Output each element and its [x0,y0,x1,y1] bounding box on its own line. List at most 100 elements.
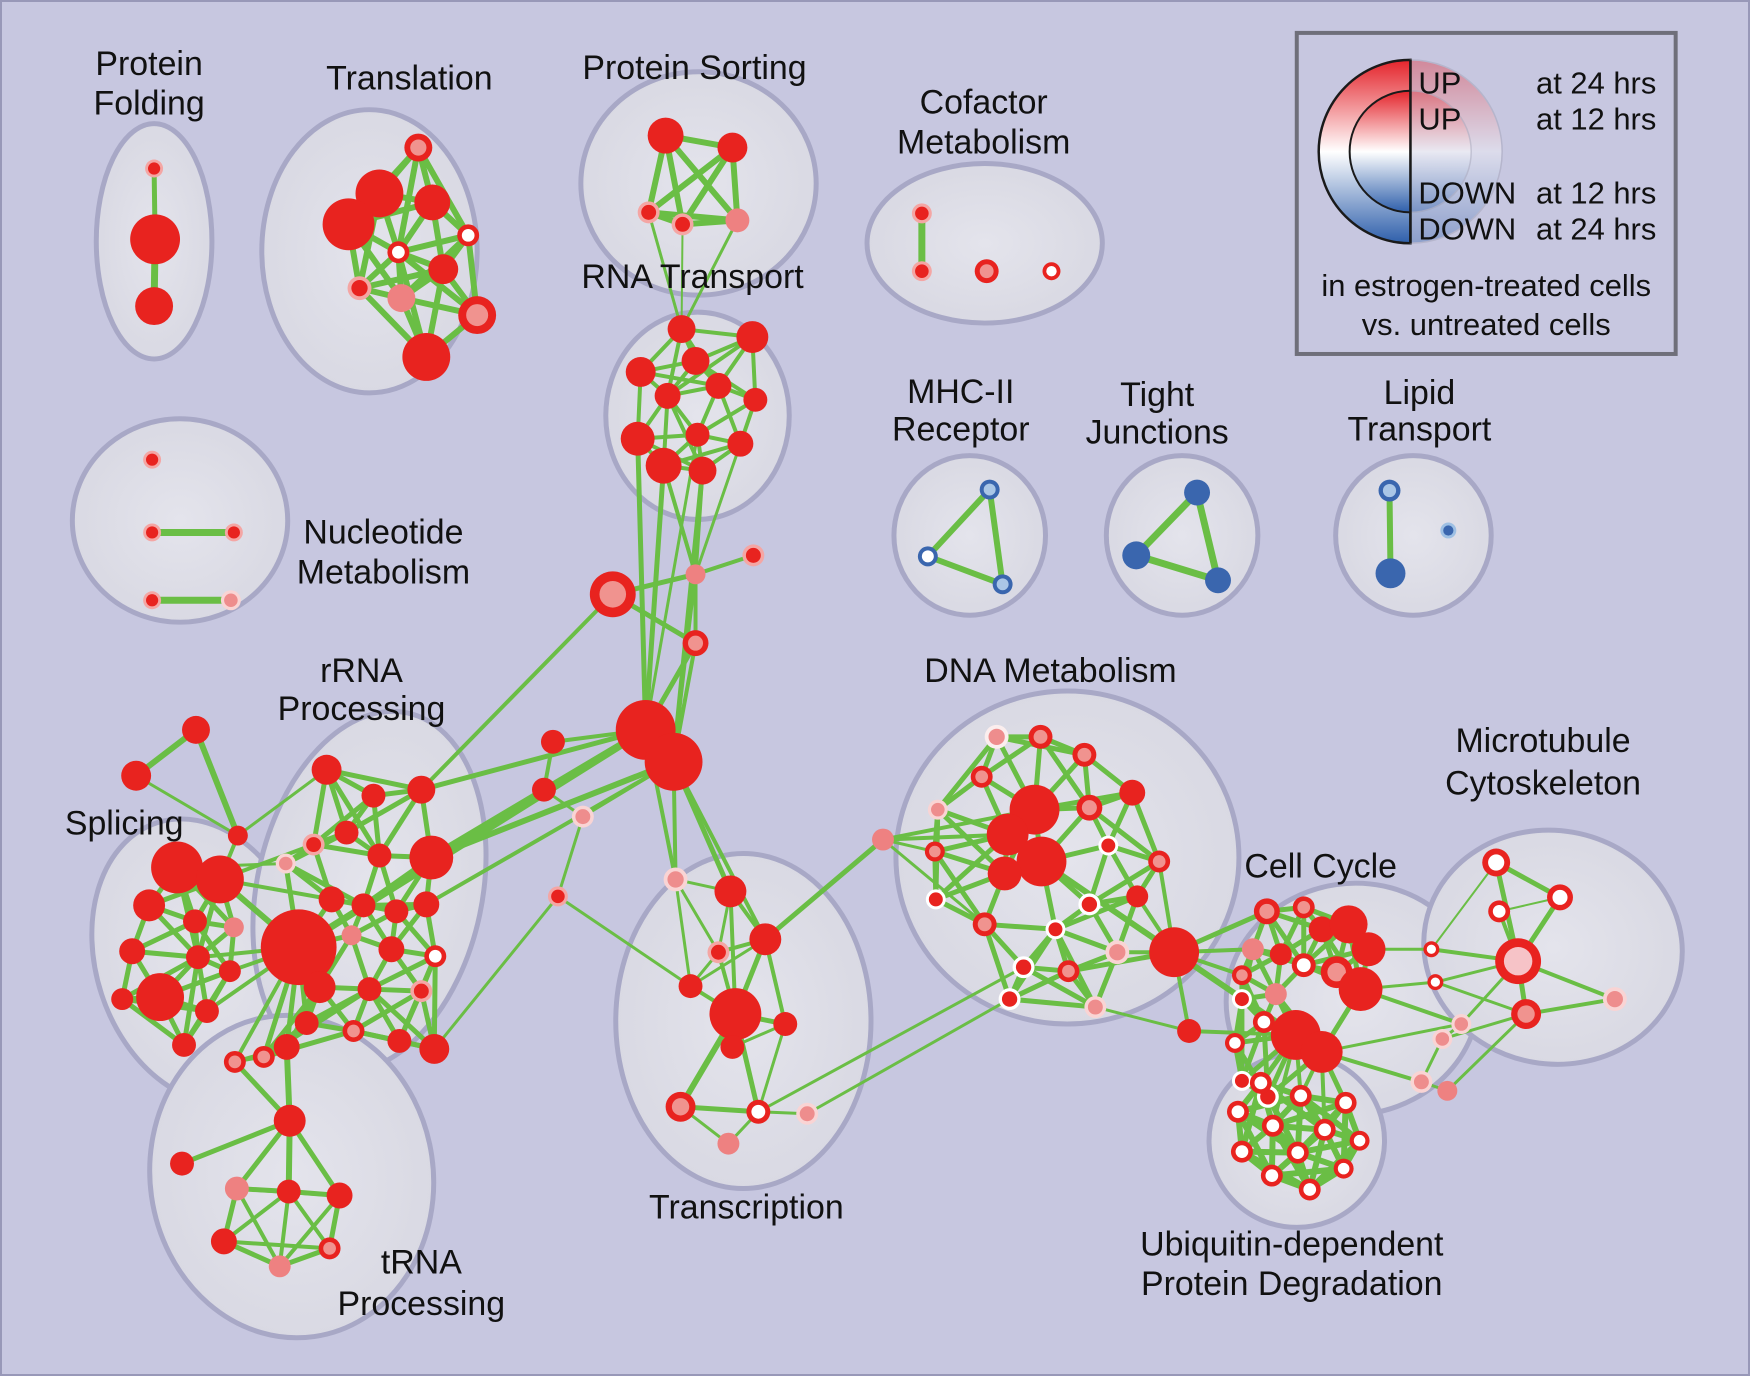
gene-node-core-red [357,977,382,1002]
edge-tj [1132,489,1201,559]
edge-tn [277,1193,342,1269]
gene-node-core-blue-dot [1443,525,1454,536]
gene-node-tc [714,875,747,908]
gene-node-sp [111,988,134,1011]
edge-ps [662,132,741,224]
gene-node-core-red-white [392,245,405,259]
gene-node-dm [1028,724,1053,749]
gene-node-mc [1511,999,1542,1030]
edge-mhc [986,486,1006,588]
gene-node-mc [1495,938,1542,985]
gene-node-dm [1076,794,1103,821]
gene-node-sp [151,841,203,894]
cluster-label-ub: Protein Degradation [1141,1265,1442,1303]
gene-node-tc [707,941,730,964]
gene-node-ub [1333,1158,1354,1179]
gene-node-core-red [402,333,451,381]
gene-node-core-red [986,813,1029,856]
gene-node-core-red-pink [671,1098,690,1116]
gene-node-rr [407,775,436,804]
gene-node-core-red-white [1291,1146,1305,1160]
gene-node-rt [620,421,655,456]
gene-node-cc [1292,896,1315,919]
gene-node-tr [322,198,375,251]
edge-link-fn-tc [556,894,693,988]
gene-node-cm [911,261,932,282]
gene-node-tr [355,169,404,218]
legend-caption-line-1: vs. untreated cells [1362,307,1611,342]
gene-node-rr [410,980,433,1003]
gene-node-core-red-pink [1077,747,1092,762]
gene-node-core-red-white [461,228,475,242]
gene-node-core-red [678,974,703,999]
gene-node-rt [727,430,754,457]
gene-node-core-red [276,1179,301,1204]
gene-node-tc [665,1091,696,1122]
gene-node-tr [414,184,451,221]
gene-node-ps [717,132,748,163]
gene-node-nm [143,523,162,542]
gene-node-sp [172,1032,196,1057]
gene-node-core-blue [1122,541,1151,570]
gene-node-ub [1313,1118,1336,1141]
gene-node-core-red [135,287,174,326]
gene-node-mc [1602,987,1627,1012]
legend-row-time-2: at 12 hrs [1536,175,1656,210]
gene-node-core-red-white [1235,1145,1249,1159]
edge-tn [221,1239,332,1251]
gene-node-core-red-white [1318,1123,1332,1137]
gene-node-core-red-pink [1152,855,1166,868]
gene-node-core-red [182,715,210,744]
gene-node-core-red [1308,916,1335,943]
edge-rr [366,953,438,992]
gene-node-core-red-white [1254,1076,1268,1090]
edge-ub [1269,1099,1349,1129]
gene-node-tc [717,1132,740,1155]
edge-rt [665,335,755,398]
gene-node-core-red-white [1337,1162,1350,1175]
gene-node-core-red [1126,885,1149,908]
gene-node-core-halo-pink [931,802,945,817]
cluster-label-cc: Cell Cycle [1244,847,1397,885]
gene-node-core-blue-light [996,578,1009,591]
edge-mc [1524,997,1617,1017]
gene-node-cm [1042,262,1061,281]
gene-node-tc [678,974,703,999]
gene-node-core-pink [872,828,894,851]
gene-node-nm [220,590,241,611]
gene-node-core-red [1300,1031,1343,1073]
gene-node-tr [387,284,416,313]
gene-node-core-red [773,1012,798,1036]
gene-node-core-pink [1264,983,1287,1006]
edge-tr [395,232,472,256]
legend-row-label-3: DOWN [1418,211,1516,246]
gene-node-ps [637,201,660,224]
gene-node-core-red-pink [1062,964,1075,978]
edge-tc [756,1022,787,1114]
gene-node-core-red [326,1182,353,1209]
gene-node-core-red [367,843,392,868]
gene-node-pf [135,287,174,326]
gene-node-rr [260,909,337,986]
gene-node-connector [685,564,706,585]
gene-node-dm [1119,779,1146,806]
gene-node-core-halo-pink [1606,990,1623,1008]
gene-node-core-red [987,856,1022,891]
gene-node-lt [1375,558,1406,589]
gene-node-core-pink [725,208,750,233]
legend-row-label-0: UP [1418,66,1461,101]
gene-node-sp [133,889,166,922]
gene-node-core-halo-red [745,547,761,563]
edge-mhc [924,553,1006,588]
gene-node-core-red [644,732,703,791]
edge-link-ps-rt [647,210,684,331]
gene-node-core-blue-white [921,550,934,563]
edge-dm [1007,996,1098,1010]
gene-node-core-red [532,777,556,802]
cluster-label-cm: Cofactor [920,84,1048,122]
gene-node-rr [357,977,382,1002]
gene-node-core-red [136,973,185,1022]
edge-tc [674,877,720,954]
gene-node-rr [318,886,345,913]
